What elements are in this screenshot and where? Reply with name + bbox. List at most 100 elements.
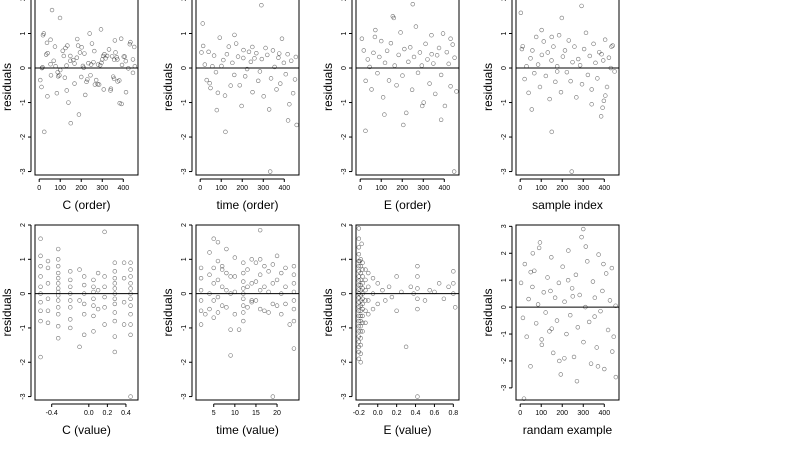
data-point bbox=[128, 267, 133, 272]
data-point bbox=[245, 305, 250, 310]
y-tick-label: -2 bbox=[501, 358, 508, 364]
data-point bbox=[358, 360, 363, 365]
data-point bbox=[98, 27, 104, 32]
data-point bbox=[45, 258, 51, 264]
data-point bbox=[602, 37, 608, 42]
data-point bbox=[224, 305, 229, 310]
data-point bbox=[537, 84, 543, 90]
data-point bbox=[68, 325, 73, 331]
data-point bbox=[434, 53, 440, 58]
scatter-panel-8: 0 100 200 300 400 -3 -2 -1 0 1 2 3 randam example res… bbox=[481, 224, 620, 437]
x-tick-label: 200 bbox=[396, 185, 408, 192]
data-point bbox=[66, 100, 71, 105]
data-point bbox=[121, 54, 126, 59]
data-point bbox=[102, 322, 107, 327]
data-point bbox=[293, 54, 299, 60]
data-point bbox=[112, 57, 117, 62]
x-tick-label: 400 bbox=[598, 410, 610, 417]
data-point bbox=[607, 298, 613, 303]
x-tick-label: 0 bbox=[198, 185, 202, 192]
data-point bbox=[562, 356, 567, 361]
y-tick-label: -2 bbox=[20, 359, 27, 365]
data-point bbox=[256, 78, 261, 83]
data-point bbox=[91, 284, 96, 289]
y-axis-title: residuals bbox=[321, 63, 335, 111]
y-tick-label: -3 bbox=[181, 393, 188, 399]
data-point bbox=[52, 44, 58, 49]
data-point bbox=[75, 36, 80, 42]
data-point bbox=[224, 246, 229, 252]
x-tick-label: 100 bbox=[375, 185, 387, 192]
y-axis-title: residuals bbox=[161, 288, 175, 336]
x-tick-label: 0 bbox=[518, 410, 522, 417]
data-point bbox=[55, 312, 61, 317]
data-point bbox=[266, 310, 271, 315]
x-tick-label: 100 bbox=[215, 185, 227, 192]
data-point bbox=[360, 281, 365, 286]
x-tick-label: 400 bbox=[278, 185, 290, 192]
data-point bbox=[102, 294, 107, 300]
data-point bbox=[579, 3, 584, 9]
y-tick-label: -1 bbox=[181, 99, 188, 105]
data-point bbox=[291, 306, 297, 312]
data-point bbox=[242, 74, 248, 79]
data-point bbox=[55, 289, 61, 295]
data-point bbox=[92, 48, 97, 54]
data-point bbox=[38, 274, 43, 279]
data-point bbox=[232, 72, 237, 78]
data-point bbox=[268, 76, 274, 81]
data-point bbox=[198, 265, 204, 271]
data-point bbox=[360, 329, 365, 334]
data-point bbox=[89, 41, 95, 46]
data-point bbox=[569, 169, 574, 174]
data-point bbox=[91, 289, 96, 295]
data-point bbox=[524, 64, 529, 69]
data-point bbox=[375, 70, 380, 76]
data-point bbox=[360, 274, 365, 279]
data-point bbox=[102, 229, 107, 235]
data-point bbox=[276, 55, 281, 60]
data-point bbox=[215, 90, 221, 96]
data-point bbox=[87, 31, 92, 36]
data-point bbox=[554, 64, 560, 69]
y-tick-label: -3 bbox=[501, 385, 508, 391]
data-point bbox=[132, 64, 138, 69]
data-point bbox=[356, 251, 362, 257]
data-point bbox=[112, 281, 118, 286]
y-axis-title: residuals bbox=[481, 288, 495, 336]
data-point bbox=[554, 69, 560, 74]
data-point bbox=[360, 291, 365, 296]
data-point bbox=[91, 277, 96, 283]
scatter-panel-3: 0 100 200 300 400 -3 -2 -1 0 1 2 E (order) residuals bbox=[321, 0, 460, 212]
data-point bbox=[95, 62, 101, 67]
data-point bbox=[38, 354, 43, 360]
data-point bbox=[112, 349, 118, 355]
y-tick-label: 2 bbox=[20, 223, 27, 227]
data-point bbox=[356, 226, 362, 231]
data-point bbox=[285, 118, 291, 123]
data-point bbox=[103, 56, 108, 61]
data-point bbox=[81, 312, 87, 317]
x-tick-label: 20 bbox=[273, 410, 281, 417]
data-point bbox=[399, 289, 404, 295]
data-point bbox=[91, 329, 96, 334]
data-point bbox=[373, 27, 378, 33]
data-point bbox=[93, 77, 99, 83]
data-point bbox=[68, 58, 73, 63]
data-point bbox=[253, 298, 259, 303]
data-point bbox=[241, 310, 246, 315]
data-point bbox=[224, 287, 229, 293]
data-point bbox=[366, 284, 371, 289]
data-point bbox=[438, 117, 444, 122]
data-point bbox=[215, 277, 221, 283]
data-point bbox=[274, 303, 280, 308]
data-point bbox=[81, 274, 87, 279]
x-tick-label: 400 bbox=[438, 185, 450, 192]
data-point bbox=[72, 81, 77, 86]
data-point bbox=[291, 289, 297, 295]
data-point bbox=[556, 33, 562, 38]
data-point bbox=[558, 89, 564, 95]
data-point bbox=[549, 255, 554, 260]
data-point bbox=[211, 53, 217, 58]
data-point bbox=[226, 44, 231, 49]
